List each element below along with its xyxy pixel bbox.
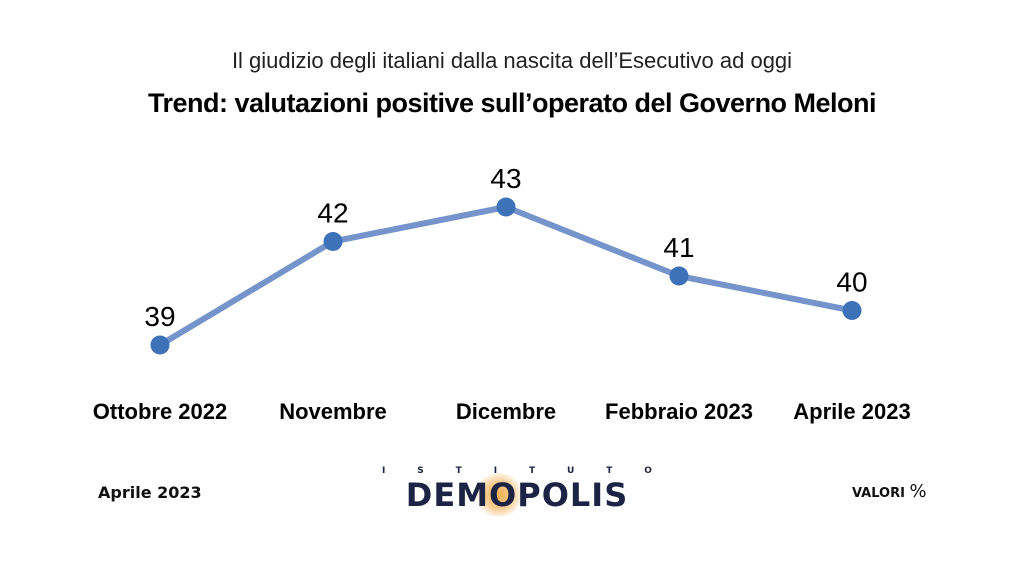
chart-title: Trend: valutazioni positive sull’operato…: [147, 88, 877, 118]
logo-glow: [474, 473, 524, 517]
logo-main-text: DEMOPOLIS: [405, 476, 629, 514]
category-label: Ottobre 2022: [93, 399, 228, 424]
logo-letter: I: [382, 466, 386, 476]
units-label: VALORI: [852, 486, 905, 501]
logo-letter: I: [493, 466, 498, 476]
logo-letter: U: [567, 466, 575, 476]
logo-letter: T: [455, 466, 462, 476]
units-symbol: %: [909, 481, 927, 502]
data-label: 41: [663, 232, 694, 263]
data-point: [496, 197, 516, 217]
chart-subtitle: Il giudizio degli italiani dalla nascita…: [231, 48, 793, 73]
units-note: VALORI %: [852, 481, 927, 502]
demopolis-logo: I S T I T U T O DEMOPOLIS: [382, 466, 652, 517]
data-label: 39: [144, 301, 175, 332]
logo-letter: S: [417, 466, 424, 476]
data-label: 43: [490, 163, 521, 194]
data-label: 42: [317, 198, 348, 229]
data-point: [669, 266, 689, 286]
logo-letter: T: [528, 466, 536, 476]
data-point: [323, 232, 343, 251]
data-point: [150, 335, 170, 355]
series-line: [157, 204, 855, 348]
category-label: Aprile 2023: [793, 399, 910, 424]
data-point: [842, 301, 862, 320]
logo-letter: T: [606, 466, 613, 476]
category-label: Novembre: [279, 399, 387, 424]
data-label: 40: [836, 267, 867, 298]
logo-letter: O: [644, 466, 652, 476]
category-label: Febbraio 2023: [605, 399, 753, 424]
survey-date: Aprile 2023: [98, 483, 202, 502]
category-label: Dicembre: [456, 399, 556, 424]
